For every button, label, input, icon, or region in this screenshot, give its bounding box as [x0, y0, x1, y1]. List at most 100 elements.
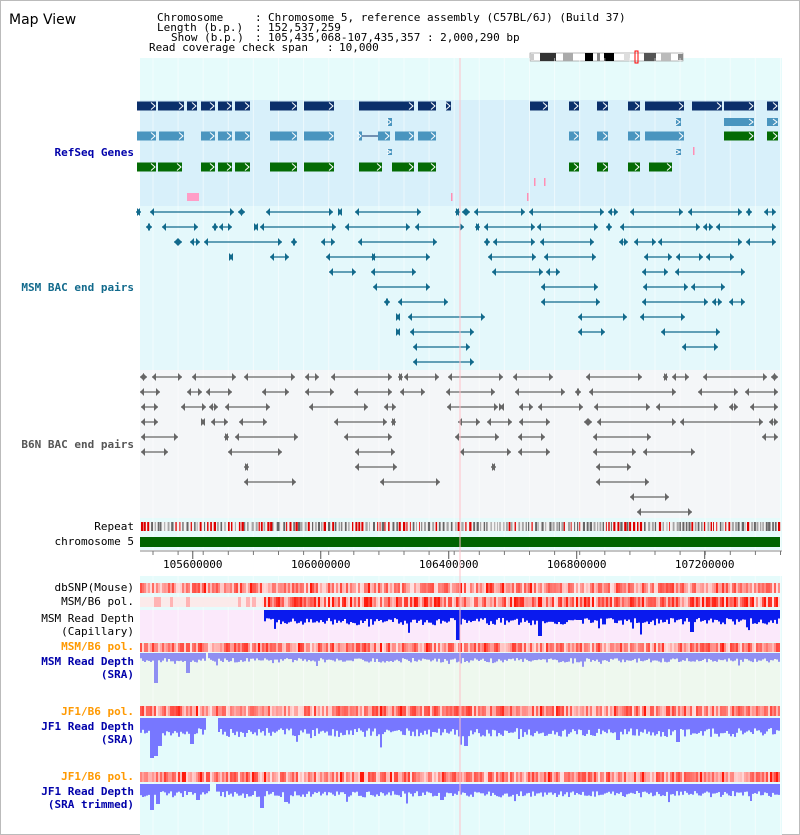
repeat-element	[244, 522, 246, 531]
read-depth-bar	[642, 784, 644, 792]
read-depth-bar	[390, 784, 392, 796]
heatmap-cell	[500, 597, 502, 607]
b6n-bac-pair-end	[141, 418, 145, 426]
position-ruler[interactable]: 105600000 106000000 106400000 106800000 1072…	[140, 550, 782, 571]
heatmap-cell	[500, 643, 502, 652]
read-depth-bar	[670, 718, 672, 736]
heatmap-cell	[738, 772, 740, 782]
read-depth-bar	[150, 718, 152, 758]
msm-bac-pair-end	[406, 223, 410, 231]
heatmap-cell	[440, 772, 442, 782]
heatmap-cell	[644, 643, 646, 652]
read-depth-bar	[458, 610, 460, 640]
repeat-element	[545, 522, 547, 531]
heatmap-cell	[162, 643, 164, 652]
heatmap-cell	[688, 772, 690, 782]
heatmap-cell	[548, 706, 550, 716]
heatmap-cell	[180, 772, 182, 782]
b6n-bac-label[interactable]: B6N BAC end pairs	[21, 438, 134, 451]
msm-depth-sra-label-1[interactable]: MSM Read Depth	[41, 655, 134, 668]
jf1-pol-label[interactable]: JF1/B6 pol.	[61, 705, 134, 718]
read-depth-bar	[440, 718, 442, 736]
refseq-genes-track[interactable]	[137, 101, 778, 202]
read-depth-bar	[308, 784, 310, 792]
read-depth-bar	[222, 784, 224, 792]
refseq-genes-label[interactable]: RefSeq Genes	[55, 146, 134, 159]
heatmap-cell	[346, 706, 348, 716]
heatmap-cell	[416, 706, 418, 716]
msm-bac-track[interactable]	[136, 208, 776, 366]
read-depth-bar	[574, 610, 576, 620]
msm-bac-pair-end	[433, 238, 437, 246]
heatmap-cell	[456, 597, 458, 607]
read-depth-bar	[344, 653, 346, 662]
msm-bac-pair-end	[481, 313, 485, 321]
b6n-bac-pair-end	[154, 418, 158, 426]
read-depth-bar	[202, 653, 204, 659]
heatmap-cell	[252, 583, 254, 593]
repeat-element	[247, 522, 249, 531]
read-depth-bar	[654, 610, 656, 626]
heatmap-cell	[518, 583, 520, 593]
heatmap-cell	[544, 706, 546, 716]
read-depth-bar	[310, 718, 312, 739]
read-depth-bar	[576, 610, 578, 620]
jf1-depth-label-1[interactable]: JF1 Read Depth	[41, 720, 134, 733]
msm-bac-pair-end	[601, 328, 605, 336]
repeat-element	[626, 522, 629, 531]
read-depth-bar	[362, 718, 364, 732]
heatmap-cell	[568, 643, 570, 652]
read-depth-bar	[564, 610, 566, 624]
chromosome-ideogram[interactable]	[529, 50, 684, 64]
heatmap-cell	[758, 706, 760, 716]
ruler-tick-label: 106400000	[419, 558, 479, 571]
heatmap-cell	[238, 643, 240, 652]
read-depth-bar	[472, 653, 474, 661]
msm-bac-pair-end	[278, 238, 282, 246]
read-depth-bar	[350, 784, 352, 796]
heatmap-cell	[742, 643, 744, 652]
heatmap-cell	[742, 583, 744, 593]
heatmap-cell	[584, 706, 586, 716]
msm-pol-label[interactable]: MSM/B6 pol.	[61, 595, 134, 608]
heatmap-cell	[526, 597, 528, 607]
read-depth-tracks[interactable]	[140, 610, 780, 810]
ideogram-position-marker[interactable]	[634, 50, 639, 64]
heatmap-cell	[762, 597, 764, 607]
read-depth-bar	[298, 610, 300, 623]
refseq-exon	[388, 118, 392, 126]
b6n-bac-pair-end	[305, 388, 309, 396]
read-depth-bar	[216, 653, 218, 666]
chromosome-track-label[interactable]: chromosome 5	[55, 535, 134, 548]
dbsnp-label[interactable]: dbSNP(Mouse)	[55, 581, 134, 594]
b6n-bac-pair-end	[355, 463, 359, 471]
read-depth-bar	[178, 784, 180, 792]
heatmap-cell	[152, 706, 154, 716]
read-depth-bar	[496, 718, 498, 737]
heatmap-cell	[444, 583, 446, 593]
heatmap-cell	[140, 583, 142, 593]
jf1-pol-2-label[interactable]: JF1/B6 pol.	[61, 770, 134, 783]
read-depth-bar	[152, 653, 154, 661]
heatmap-cell	[236, 583, 238, 593]
read-depth-bar	[390, 718, 392, 733]
heatmap-cell	[434, 772, 436, 782]
heatmap-cell	[626, 706, 628, 716]
heatmap-cell	[458, 597, 460, 607]
b6n-bac-track[interactable]	[140, 373, 778, 516]
jf1-trimmed-label-1[interactable]: JF1 Read Depth	[41, 785, 134, 798]
read-depth-bar	[452, 718, 454, 730]
heatmap-cell	[394, 706, 396, 716]
refseq-exon	[270, 101, 297, 111]
msm-depth-capillary-label-1[interactable]: MSM Read Depth	[41, 612, 134, 625]
repeat-label[interactable]: Repeat	[94, 520, 134, 533]
msm-bac-pair-end	[396, 328, 400, 336]
heatmap-cell	[762, 772, 764, 782]
read-depth-bar	[654, 653, 656, 661]
heatmap-cell	[284, 597, 286, 607]
msm-pol-sra-label[interactable]: MSM/B6 pol.	[61, 640, 134, 653]
msm-bac-label[interactable]: MSM BAC end pairs	[21, 281, 134, 294]
heatmap-cell	[222, 706, 224, 716]
heatmap-cell	[448, 643, 450, 652]
